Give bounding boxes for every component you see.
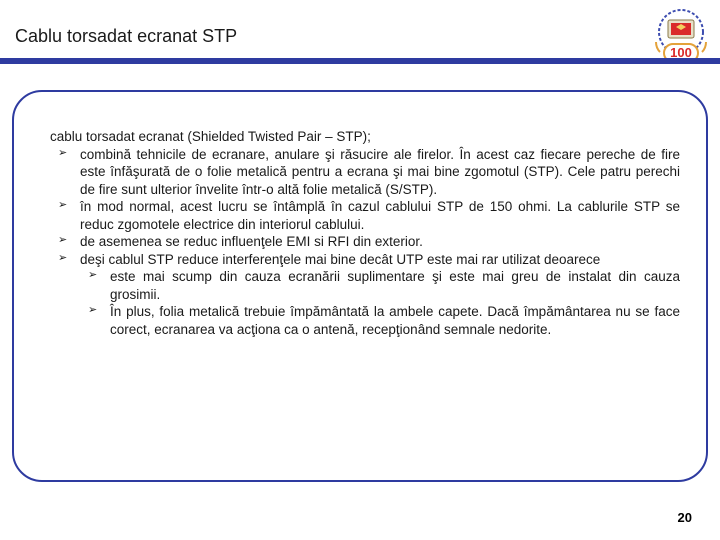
list-item: în mod normal, acest lucru se întâmplă î… bbox=[80, 198, 680, 233]
sub-list: este mai scump din cauza ecranării supli… bbox=[80, 268, 680, 338]
list-item: combină tehnicile de ecranare, anulare ş… bbox=[80, 146, 680, 199]
list-item: În plus, folia metalică trebuie împământ… bbox=[110, 303, 680, 338]
list-item-text: deşi cablul STP reduce interferenţele ma… bbox=[80, 252, 600, 267]
header-divider bbox=[0, 58, 720, 64]
list-item: deşi cablul STP reduce interferenţele ma… bbox=[80, 251, 680, 339]
page-title: Cablu torsadat ecranat STP bbox=[15, 26, 237, 47]
bullet-list: combină tehnicile de ecranare, anulare ş… bbox=[50, 146, 680, 339]
list-item: de asemenea se reduc influenţele EMI si … bbox=[80, 233, 680, 251]
content-body: cablu torsadat ecranat (Shielded Twisted… bbox=[50, 128, 680, 339]
intro-text: cablu torsadat ecranat (Shielded Twisted… bbox=[50, 128, 680, 146]
list-item: este mai scump din cauza ecranării supli… bbox=[110, 268, 680, 303]
page-number: 20 bbox=[678, 510, 692, 525]
